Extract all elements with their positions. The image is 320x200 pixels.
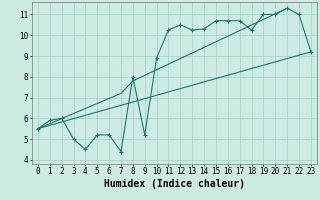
X-axis label: Humidex (Indice chaleur): Humidex (Indice chaleur) (104, 179, 245, 189)
